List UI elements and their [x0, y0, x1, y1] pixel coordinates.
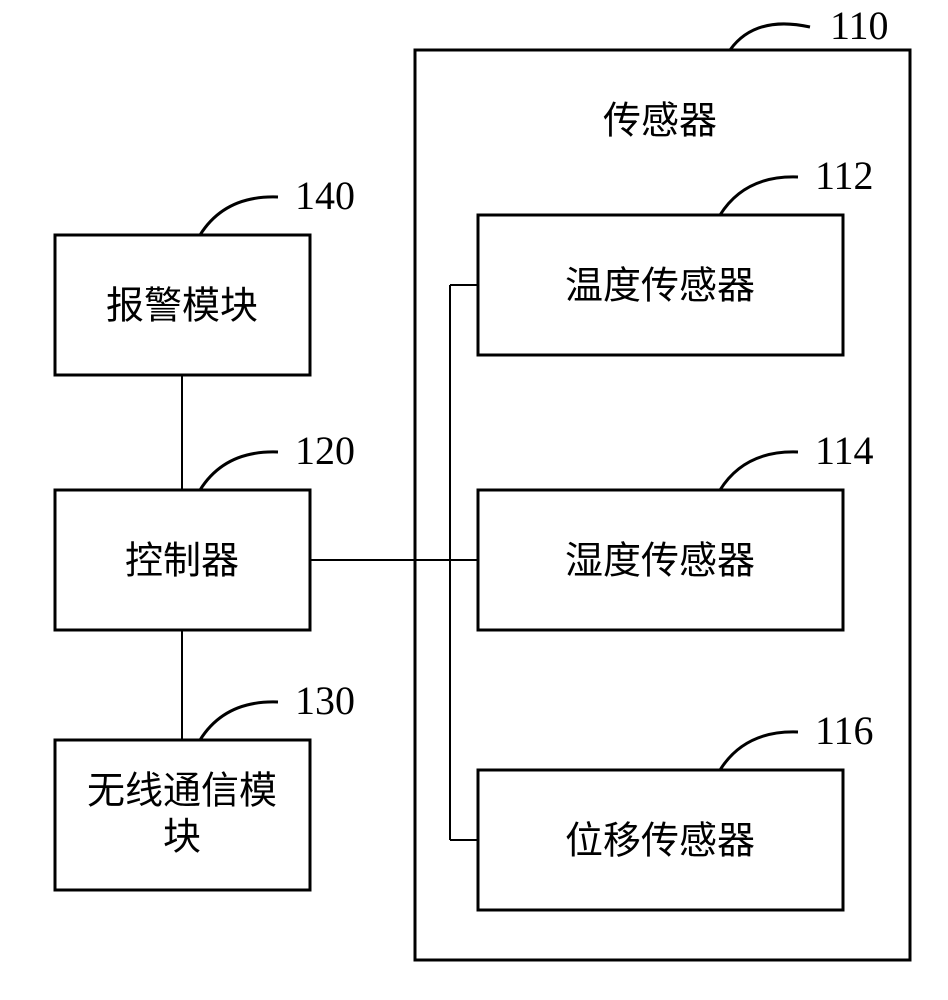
alarm-module-ref: 140	[295, 173, 355, 218]
sensor-group-label: 传感器	[603, 101, 717, 143]
alarm-module-label: 报警模块	[106, 286, 258, 328]
wireless-module-label-line-1: 块	[163, 817, 201, 859]
sensor-group-ref: 110	[830, 3, 889, 48]
displacement-sensor-ref: 116	[815, 708, 874, 753]
controller-ref: 120	[295, 428, 355, 473]
temp-sensor-ref: 112	[815, 153, 874, 198]
temp-sensor-label: 温度传感器	[565, 266, 755, 308]
wireless-module-box	[55, 740, 310, 890]
sensor-group-lead	[730, 24, 810, 50]
humidity-sensor-ref: 114	[815, 428, 874, 473]
wireless-module-ref: 130	[295, 678, 355, 723]
wireless-module-label-line-0: 无线通信模	[87, 771, 277, 813]
displacement-sensor-label: 位移传感器	[565, 821, 755, 863]
alarm-module-lead	[200, 197, 278, 235]
wireless-module-lead	[200, 702, 278, 740]
humidity-sensor-lead	[720, 452, 798, 490]
humidity-sensor-label: 湿度传感器	[565, 541, 755, 583]
controller-label: 控制器	[125, 541, 239, 583]
controller-lead	[200, 452, 278, 490]
block-diagram: 传感器 110 报警模块 140 控制器 120 无线通信模块 130 温度传感器 112 湿度传感…	[0, 0, 948, 1000]
displacement-sensor-lead	[720, 732, 798, 770]
temp-sensor-lead	[720, 177, 798, 215]
